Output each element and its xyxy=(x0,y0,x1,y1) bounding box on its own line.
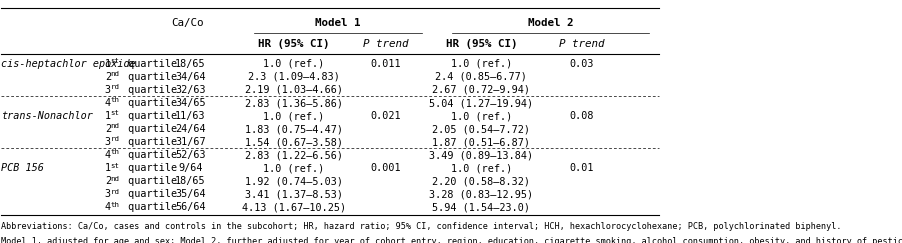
Text: quartile: quartile xyxy=(122,150,177,160)
Text: HR (95% CI): HR (95% CI) xyxy=(258,39,329,49)
Text: 1.0 (ref.): 1.0 (ref.) xyxy=(262,111,324,121)
Text: 0.03: 0.03 xyxy=(568,59,593,69)
Text: 5.94 (1.54–23.0): 5.94 (1.54–23.0) xyxy=(432,202,529,212)
Text: th: th xyxy=(111,202,120,208)
Text: 0.011: 0.011 xyxy=(370,59,400,69)
Text: st: st xyxy=(111,110,120,116)
Text: th: th xyxy=(111,149,120,156)
Text: 1.87 (0.51–6.87): 1.87 (0.51–6.87) xyxy=(432,137,529,147)
Text: 4: 4 xyxy=(105,150,111,160)
Text: 4.13 (1.67–10.25): 4.13 (1.67–10.25) xyxy=(242,202,345,212)
Text: 1.83 (0.75–4.47): 1.83 (0.75–4.47) xyxy=(244,124,343,134)
Text: 2.20 (0.58–8.32): 2.20 (0.58–8.32) xyxy=(432,176,529,186)
Text: 2: 2 xyxy=(105,72,111,82)
Text: 56/64: 56/64 xyxy=(175,202,206,212)
Text: PCB 156: PCB 156 xyxy=(1,163,43,173)
Text: quartile: quartile xyxy=(122,98,177,108)
Text: 31/67: 31/67 xyxy=(175,137,206,147)
Text: 34/64: 34/64 xyxy=(175,72,206,82)
Text: 3.41 (1.37–8.53): 3.41 (1.37–8.53) xyxy=(244,189,343,199)
Text: 24/64: 24/64 xyxy=(175,124,206,134)
Text: quartile: quartile xyxy=(122,111,177,121)
Text: 2.05 (0.54–7.72): 2.05 (0.54–7.72) xyxy=(432,124,529,134)
Text: rd: rd xyxy=(111,84,120,90)
Text: Model 1, adjusted for age and sex; Model 2, further adjusted for year of cohort : Model 1, adjusted for age and sex; Model… xyxy=(1,237,902,243)
Text: quartile: quartile xyxy=(122,189,177,199)
Text: 1.54 (0.67–3.58): 1.54 (0.67–3.58) xyxy=(244,137,343,147)
Text: trans-Nonachlor: trans-Nonachlor xyxy=(1,111,93,121)
Text: st: st xyxy=(111,58,120,64)
Text: 2.19 (1.03–4.66): 2.19 (1.03–4.66) xyxy=(244,85,343,95)
Text: Ca/Co: Ca/Co xyxy=(170,18,203,28)
Text: 4: 4 xyxy=(105,98,111,108)
Text: 0.021: 0.021 xyxy=(370,111,400,121)
Text: quartile: quartile xyxy=(122,202,177,212)
Text: 3.28 (0.83–12.95): 3.28 (0.83–12.95) xyxy=(428,189,533,199)
Text: 2.83 (1.22–6.56): 2.83 (1.22–6.56) xyxy=(244,150,343,160)
Text: 1.0 (ref.): 1.0 (ref.) xyxy=(450,59,511,69)
Text: quartile: quartile xyxy=(122,85,177,95)
Text: Model 1: Model 1 xyxy=(315,18,361,28)
Text: 9/64: 9/64 xyxy=(178,163,202,173)
Text: rd: rd xyxy=(111,189,120,195)
Text: 0.001: 0.001 xyxy=(370,163,400,173)
Text: 1.0 (ref.): 1.0 (ref.) xyxy=(450,163,511,173)
Text: cis-heptachlor epoxide: cis-heptachlor epoxide xyxy=(1,59,135,69)
Text: Model 2: Model 2 xyxy=(527,18,573,28)
Text: 1: 1 xyxy=(105,59,111,69)
Text: 34/65: 34/65 xyxy=(175,98,206,108)
Text: 1: 1 xyxy=(105,111,111,121)
Text: 18/65: 18/65 xyxy=(175,176,206,186)
Text: quartile: quartile xyxy=(122,176,177,186)
Text: 32/63: 32/63 xyxy=(175,85,206,95)
Text: 1: 1 xyxy=(105,163,111,173)
Text: st: st xyxy=(111,163,120,169)
Text: 1.92 (0.74–5.03): 1.92 (0.74–5.03) xyxy=(244,176,343,186)
Text: 52/63: 52/63 xyxy=(175,150,206,160)
Text: nd: nd xyxy=(111,71,120,77)
Text: 2.4 (0.85–6.77): 2.4 (0.85–6.77) xyxy=(435,72,527,82)
Text: 2.83 (1.36–5.86): 2.83 (1.36–5.86) xyxy=(244,98,343,108)
Text: nd: nd xyxy=(111,123,120,129)
Text: 0.01: 0.01 xyxy=(568,163,593,173)
Text: 1.0 (ref.): 1.0 (ref.) xyxy=(262,59,324,69)
Text: th: th xyxy=(111,97,120,103)
Text: 3: 3 xyxy=(105,85,111,95)
Text: rd: rd xyxy=(111,136,120,142)
Text: nd: nd xyxy=(111,176,120,182)
Text: 4: 4 xyxy=(105,202,111,212)
Text: 3.49 (0.89–13.84): 3.49 (0.89–13.84) xyxy=(428,150,533,160)
Text: 3: 3 xyxy=(105,137,111,147)
Text: 2.67 (0.72–9.94): 2.67 (0.72–9.94) xyxy=(432,85,529,95)
Text: quartile: quartile xyxy=(122,137,177,147)
Text: 5.04 (1.27–19.94): 5.04 (1.27–19.94) xyxy=(428,98,533,108)
Text: Abbreviations: Ca/Co, cases and controls in the subcohort; HR, hazard ratio; 95%: Abbreviations: Ca/Co, cases and controls… xyxy=(1,222,841,231)
Text: P trend: P trend xyxy=(363,39,409,49)
Text: quartile: quartile xyxy=(122,124,177,134)
Text: quartile: quartile xyxy=(122,59,177,69)
Text: quartile: quartile xyxy=(122,72,177,82)
Text: 2: 2 xyxy=(105,124,111,134)
Text: 18/65: 18/65 xyxy=(175,59,206,69)
Text: P trend: P trend xyxy=(558,39,603,49)
Text: quartile: quartile xyxy=(122,163,177,173)
Text: 3: 3 xyxy=(105,189,111,199)
Text: 2: 2 xyxy=(105,176,111,186)
Text: 2.3 (1.09–4.83): 2.3 (1.09–4.83) xyxy=(247,72,339,82)
Text: 1.0 (ref.): 1.0 (ref.) xyxy=(450,111,511,121)
Text: 35/64: 35/64 xyxy=(175,189,206,199)
Text: 11/63: 11/63 xyxy=(175,111,206,121)
Text: HR (95% CI): HR (95% CI) xyxy=(445,39,517,49)
Text: 0.08: 0.08 xyxy=(568,111,593,121)
Text: 1.0 (ref.): 1.0 (ref.) xyxy=(262,163,324,173)
